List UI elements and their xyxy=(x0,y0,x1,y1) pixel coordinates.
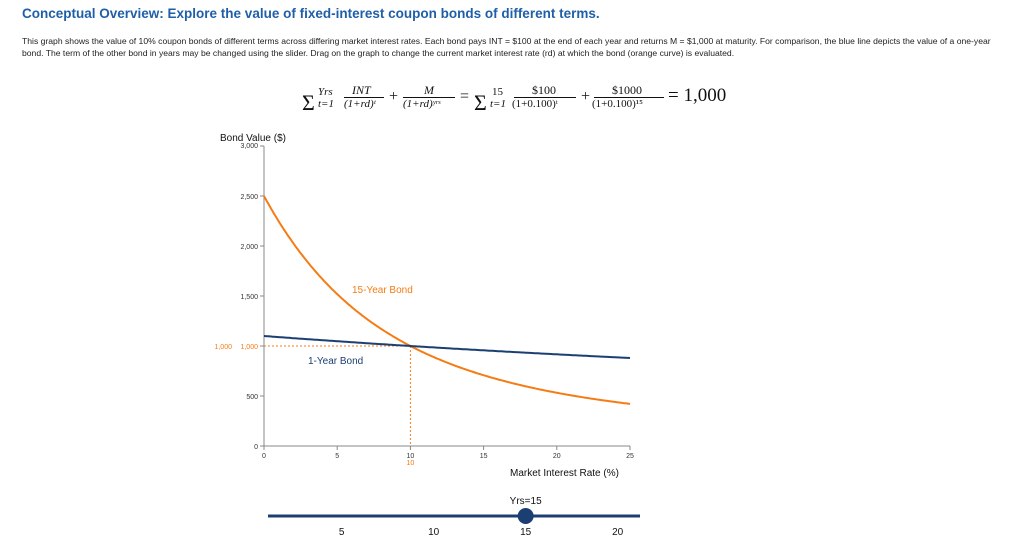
series-line-1-year-bond xyxy=(263,335,631,359)
coupon-value-denominator: (1+0.100)ᵗ xyxy=(512,98,558,110)
sigma-symbol: Σ xyxy=(302,90,315,115)
y-tick-label: 0 xyxy=(254,444,258,451)
coupon-value-numerator: $100 xyxy=(532,83,556,97)
x-tick-label: 0 xyxy=(262,453,266,460)
coupon-denominator: (1+rd)ᵗ xyxy=(344,98,376,110)
series-line-15-year-bond xyxy=(263,195,631,405)
bond-value-formula: Σ Yrs t=1 INT (1+rd)ᵗ + M (1+rd)ʸʳˢ = Σ … xyxy=(300,82,740,122)
y-tick-label: 500 xyxy=(246,394,258,401)
formula-result: = 1,000 xyxy=(668,85,727,106)
y-tick-label: 1,500 xyxy=(240,294,258,301)
series-label-15-year-bond: 15-Year Bond xyxy=(352,285,413,296)
x-axis-label: Market Interest Rate (%) xyxy=(510,468,619,479)
y-tick-label: 2,000 xyxy=(240,244,258,251)
maturity-numerator: M xyxy=(424,83,434,97)
current-value-label: 1,000 xyxy=(214,344,232,351)
slider-tick-label: 20 xyxy=(612,527,624,538)
y-tick-label: 2,500 xyxy=(240,194,258,201)
x-tick-label: 20 xyxy=(553,453,561,460)
current-rate-label: 10 xyxy=(407,460,415,467)
sigma-symbol: Σ xyxy=(474,90,487,115)
x-tick-label: 15 xyxy=(480,453,488,460)
series-label-1-year-bond: 1-Year Bond xyxy=(308,356,363,367)
page-title: Conceptual Overview: Explore the value o… xyxy=(22,6,600,21)
y-tick-label: 3,000 xyxy=(240,143,258,150)
sum-lower-limit: t=1 xyxy=(490,98,506,110)
slider-tick-label: 15 xyxy=(520,527,532,538)
slider-thumb[interactable] xyxy=(517,508,534,524)
sum-upper-limit: Yrs xyxy=(318,86,333,98)
face-value-numerator: $1000 xyxy=(612,83,642,97)
x-tick-label: 10 xyxy=(407,453,415,460)
description-text: This graph shows the value of 10% coupon… xyxy=(22,36,991,58)
equals-sign: = xyxy=(460,88,470,105)
sum-lower-limit: t=1 xyxy=(318,98,334,110)
slider-tick-label: 10 xyxy=(428,527,440,538)
plus-sign: + xyxy=(581,88,591,105)
coupon-numerator: INT xyxy=(352,83,371,97)
face-value-denominator: (1+0.100)¹⁵ xyxy=(592,98,643,110)
sum-upper-limit: 15 xyxy=(492,86,503,98)
x-tick-label: 5 xyxy=(335,453,339,460)
slider-value-label: Yrs=15 xyxy=(510,496,542,507)
x-tick-label: 25 xyxy=(626,453,634,460)
slider-tick-label: 5 xyxy=(339,527,345,538)
plus-sign: + xyxy=(389,88,399,105)
maturity-denominator: (1+rd)ʸʳˢ xyxy=(403,98,441,110)
y-axis-label: Bond Value ($) xyxy=(220,133,286,144)
y-tick-label: 1,000 xyxy=(240,344,258,351)
